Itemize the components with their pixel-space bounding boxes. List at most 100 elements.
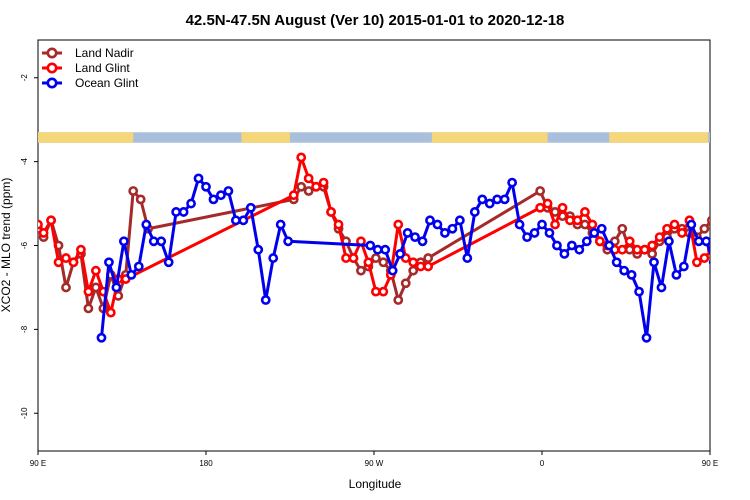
data-point [68, 257, 79, 268]
data-point [678, 261, 689, 272]
data-point [581, 236, 592, 247]
data-point [544, 228, 555, 238]
data-point [617, 223, 628, 234]
data-point [746, 305, 750, 312]
data-point [624, 244, 635, 255]
data-point [594, 236, 605, 247]
data-point [318, 177, 329, 188]
data-point [201, 181, 211, 192]
y-tick-label: -10 [20, 407, 29, 419]
data-point [230, 215, 241, 226]
legend-item: Land Glint [42, 61, 130, 75]
data-point [669, 219, 680, 230]
data-point [126, 269, 137, 280]
data-point [454, 215, 465, 226]
data-point [288, 190, 299, 201]
data-point [589, 228, 600, 238]
data-point [378, 286, 389, 297]
data-point [634, 286, 644, 297]
data-point [699, 223, 710, 234]
data-point [393, 219, 404, 230]
data-point [425, 215, 435, 226]
data-point [566, 240, 577, 251]
data-point [275, 219, 286, 230]
data-point [462, 253, 473, 263]
data-point [619, 265, 630, 276]
data-point [611, 257, 622, 268]
data-point [514, 219, 525, 230]
x-tick-label: 180 [199, 459, 213, 468]
data-point [671, 269, 682, 280]
data-point [395, 248, 406, 259]
data-point [111, 282, 122, 293]
data-point [423, 261, 434, 272]
data-point [574, 244, 585, 255]
data-point [141, 219, 152, 230]
data-point [565, 215, 575, 226]
plot-area: 90 E 180 90 W 0 90 E -2 -4 -6 -8 -10 [20, 39, 750, 468]
data-point [522, 232, 532, 243]
data-point [725, 208, 732, 215]
data-point [105, 307, 116, 318]
land-band-segment [241, 132, 290, 143]
data-point [716, 246, 723, 253]
data-point [686, 219, 697, 230]
data-point [135, 194, 146, 205]
data-point [639, 244, 650, 255]
data-point [447, 223, 458, 234]
legend-marker [46, 62, 58, 74]
data-point [617, 244, 628, 255]
data-point [718, 208, 725, 215]
data-point [61, 282, 71, 293]
land-band-segment [431, 132, 548, 143]
data-point [664, 236, 674, 247]
y-axis-label: XCO2 - MLO trend (ppm) [0, 178, 13, 313]
data-point [245, 202, 256, 213]
data-point [372, 244, 383, 255]
data-point [535, 202, 546, 213]
legend-label: Land Glint [75, 61, 130, 75]
data-point [559, 248, 570, 259]
data-point [738, 284, 745, 291]
data-point [171, 207, 182, 217]
data-point [370, 286, 381, 297]
data-point [380, 244, 391, 255]
data-point [647, 240, 658, 251]
legend-marker [46, 47, 58, 59]
y-axis-ticks: -2 -4 -6 -8 -10 [20, 74, 38, 419]
data-point [432, 219, 443, 230]
series-ocean-glint [96, 173, 732, 343]
data-point [572, 215, 583, 226]
legend-label: Ocean Glint [75, 76, 139, 90]
data-point [542, 198, 553, 209]
data-point [268, 253, 279, 263]
data-point [83, 303, 94, 314]
data-point [408, 265, 419, 276]
data-point [469, 207, 480, 217]
data-point [415, 261, 426, 272]
data-point [647, 248, 658, 259]
data-point [238, 215, 249, 226]
data-point [587, 219, 598, 230]
data-point [507, 177, 518, 188]
legend-item: Land Nadir [42, 46, 134, 60]
data-point [423, 253, 434, 263]
data-point [677, 228, 687, 238]
data-point [128, 186, 139, 196]
data-point [76, 244, 86, 255]
legend-marker [46, 77, 58, 89]
data-point [186, 198, 196, 209]
data-point [641, 332, 652, 343]
data-point [492, 194, 503, 205]
data-point [148, 236, 159, 247]
data-point [38, 219, 43, 230]
data-point [477, 194, 488, 205]
data-point [624, 236, 635, 247]
data-point [104, 257, 114, 268]
data-point [208, 194, 219, 205]
data-point [731, 267, 738, 274]
data-point [303, 173, 314, 184]
ocean-band [38, 132, 710, 143]
data-point [557, 202, 568, 213]
